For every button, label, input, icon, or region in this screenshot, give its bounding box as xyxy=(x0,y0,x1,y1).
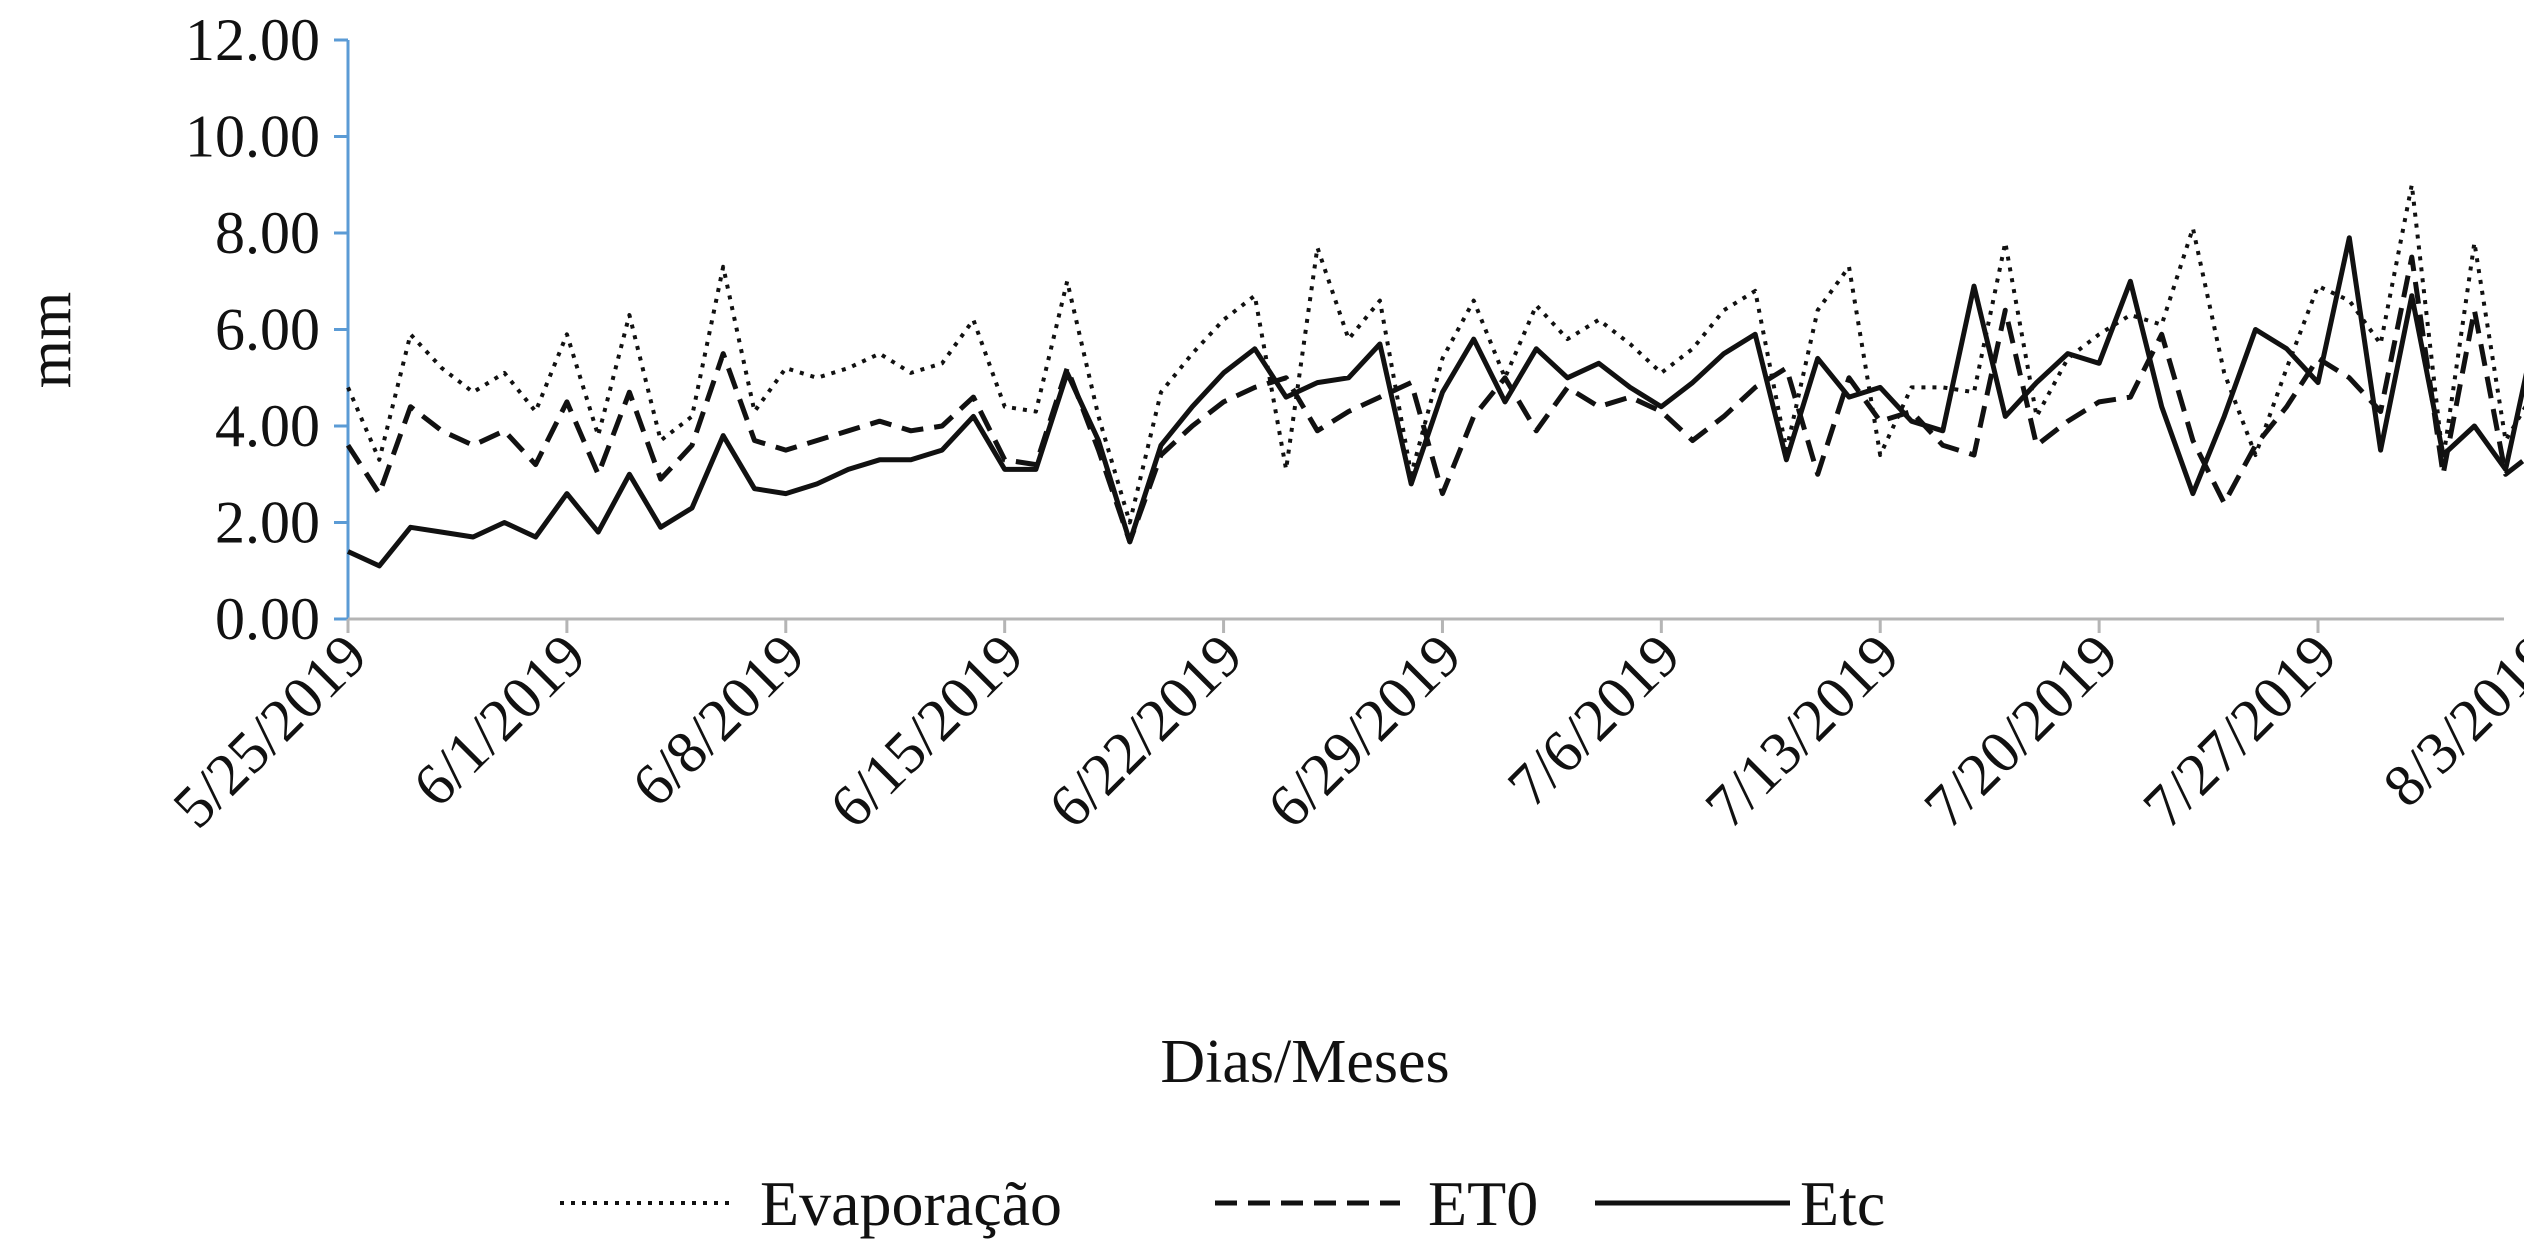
y-tick-labels: 0.00 2.00 4.00 6.00 8.00 10.00 12.00 xyxy=(185,7,348,652)
y-tick-label: 4.00 xyxy=(215,393,320,459)
x-tick-label: 6/29/2019 xyxy=(1255,622,1474,841)
legend-label-1: Evaporação xyxy=(760,1168,1062,1239)
y-tick-label: 6.00 xyxy=(215,297,320,363)
series-line-2 xyxy=(345,254,2524,545)
x-tick-label: 7/6/2019 xyxy=(1495,622,1693,820)
x-tick-label: 6/1/2019 xyxy=(401,622,599,820)
y-tick-label: 0.00 xyxy=(215,586,320,652)
y-axis-title: mm xyxy=(16,292,84,388)
legend-label-3: Etc xyxy=(1800,1168,1885,1239)
x-tick-label: 5/25/2019 xyxy=(160,622,379,841)
plot-area xyxy=(345,40,2524,621)
x-tick-label: 7/20/2019 xyxy=(1912,622,2131,841)
y-tick-label: 8.00 xyxy=(215,200,320,266)
series-line-3 xyxy=(346,235,2524,569)
x-tick-labels: 5/25/2019 6/1/2019 6/8/2019 6/15/2019 6/22/2… xyxy=(160,619,2524,840)
y-tick-label: 10.00 xyxy=(185,104,320,170)
x-tick-label: 7/27/2019 xyxy=(2130,622,2349,841)
series-line-1 xyxy=(346,182,2524,525)
x-tick-label: 6/22/2019 xyxy=(1036,622,1255,841)
x-tick-label: 7/13/2019 xyxy=(1693,622,1912,841)
y-tick-label: 2.00 xyxy=(215,490,320,556)
x-axis-title: Dias/Meses xyxy=(1160,1028,1449,1096)
x-tick-label: 8/3/2019 xyxy=(2371,622,2524,820)
x-tick-label: 6/8/2019 xyxy=(619,622,817,820)
y-tick-label: 12.00 xyxy=(185,7,320,73)
x-tick-label: 6/15/2019 xyxy=(817,622,1036,841)
legend-label-2: ET0 xyxy=(1428,1168,1538,1239)
legend: Evaporação ET0 Etc xyxy=(560,1168,1885,1239)
